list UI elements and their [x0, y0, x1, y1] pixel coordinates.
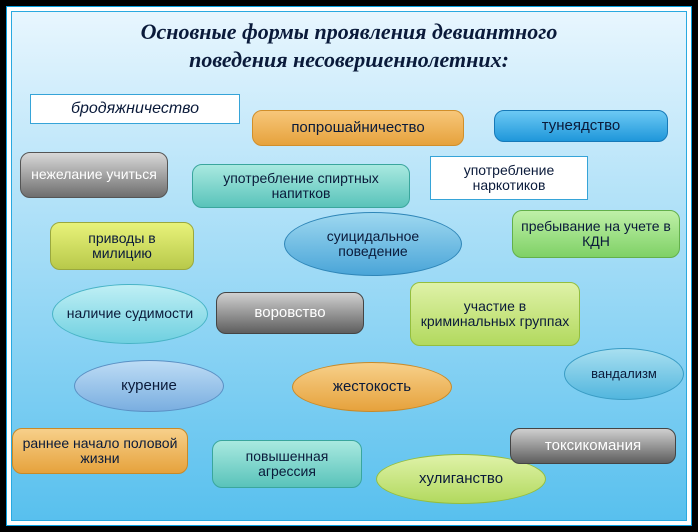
shape-vandalism: вандализм [564, 348, 684, 400]
shape-police-bring: приводы в милицию [50, 222, 194, 270]
shape-alcohol: употребление спиртных напитков [192, 164, 410, 208]
shape-label: участие в криминальных группах [411, 299, 579, 330]
shape-theft: воровство [216, 292, 364, 334]
shape-drugs: употребление наркотиков [430, 156, 588, 200]
shape-toxicomania: токсикомания [510, 428, 676, 464]
shape-label: пребывание на учете в КДН [513, 219, 679, 250]
shape-label: повышенная агрессия [213, 449, 361, 480]
shape-criminal-groups: участие в криминальных группах [410, 282, 580, 346]
shape-begging: попрошайничество [252, 110, 464, 146]
shape-label: бродяжничество [65, 100, 205, 118]
shape-label: употребление спиртных напитков [193, 171, 409, 202]
shape-label: хулиганство [413, 471, 509, 488]
shape-label: токсикомания [539, 438, 647, 455]
shape-suicidal: суицидальное поведение [284, 212, 462, 276]
shape-label: жестокость [327, 379, 417, 396]
shape-label: попрошайничество [285, 120, 430, 137]
shape-label: нежелание учиться [25, 167, 163, 182]
title-line2: поведения несовершеннолетних: [189, 47, 509, 72]
outer-frame: Основные формы проявления девиантного по… [6, 6, 692, 526]
shape-early-sex: раннее начало половой жизни [12, 428, 188, 474]
shape-label: воровство [248, 305, 331, 322]
shape-aggression: повышенная агрессия [212, 440, 362, 488]
shape-label: наличие судимости [61, 306, 199, 321]
shape-label: раннее начало половой жизни [13, 436, 187, 467]
shape-vagrancy: бродяжничество [30, 94, 240, 124]
shape-smoking: курение [74, 360, 224, 412]
diagram-canvas: Основные формы проявления девиантного по… [11, 11, 687, 521]
shape-kdn: пребывание на учете в КДН [512, 210, 680, 258]
shape-label: курение [115, 378, 183, 395]
shape-conviction: наличие судимости [52, 284, 208, 344]
shape-label: употребление наркотиков [431, 163, 587, 194]
shape-unwilling-study: нежелание учиться [20, 152, 168, 198]
title-line1: Основные формы проявления девиантного [141, 19, 558, 44]
shape-label: тунеядство [536, 118, 627, 135]
shape-label: приводы в милицию [51, 231, 193, 262]
shape-cruelty: жестокость [292, 362, 452, 412]
shape-label: суицидальное поведение [285, 229, 461, 260]
shape-parasitism: тунеядство [494, 110, 668, 142]
shape-label: вандализм [585, 367, 663, 381]
page-title: Основные формы проявления девиантного по… [12, 18, 686, 74]
